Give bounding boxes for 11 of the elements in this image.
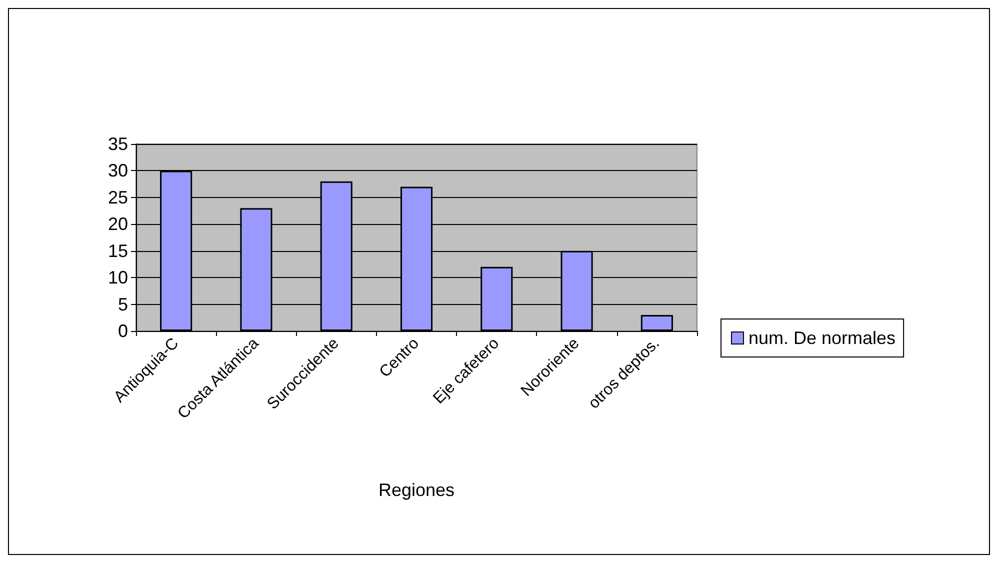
y-tick-label: 25 [108,187,128,208]
y-tick-label: 20 [108,214,128,234]
x-axis-title: Regiones [378,480,455,500]
y-tick-label: 15 [108,240,128,261]
y-tick-label: 35 [108,134,128,154]
bar [640,314,673,331]
legend-label: num. De normales [748,328,896,348]
y-tick-label: 5 [118,294,128,314]
y-tick-label: 10 [108,268,128,288]
y-tick-label: 30 [108,160,128,181]
y-tick-label: 0 [118,321,128,341]
